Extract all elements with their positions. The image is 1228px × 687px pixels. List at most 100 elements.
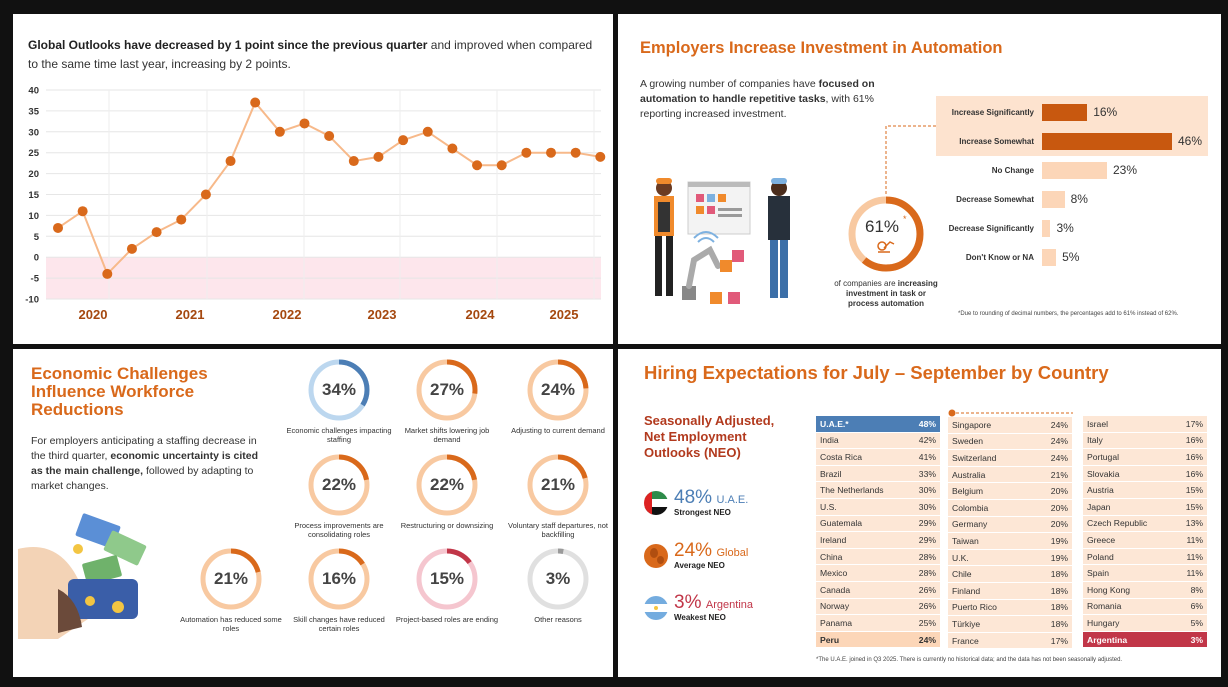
country-row: Ireland 29% [816,532,940,549]
country-name: Puerto Rico [952,602,997,613]
data-point [521,147,532,158]
ring-value: 61% [865,217,899,236]
stat-percent: 22% [321,475,357,494]
country-row: Italy 16% [1083,432,1207,450]
neo-strongest-name: U.A.E. [716,494,749,506]
country-value: 24% [1050,452,1068,463]
country-value: 6% [1190,601,1203,612]
country-value: 11% [1186,534,1203,545]
country-value: 26% [918,584,936,595]
country-value: 20% [1050,486,1068,497]
x-tick-label: 2022 [273,307,302,322]
country-name: Peru [820,634,840,645]
x-tick-label: 2024 [466,307,496,322]
connector-line [885,125,936,196]
stat-ring-graphic [308,454,370,516]
y-tick-label: 0 [34,253,39,264]
country-name: Finland [952,585,981,596]
neo-weakest: 3% Argentina Weakest NEO [644,592,753,622]
y-tick-label: -10 [25,295,39,306]
challenge-stat: 22% Process improvements are consolidatin… [284,453,394,539]
stat-ring-graphic [416,454,478,516]
series-line [57,100,601,276]
bar-row: Increase Somewhat 46% [936,131,1202,151]
uae-flag-icon [644,491,668,515]
country-name: Norway [820,601,850,612]
bar-category-label: Increase Somewhat [959,136,1034,146]
country-name: Hong Kong [1087,584,1131,595]
stat-ring: 34% [307,358,371,422]
country-row: Hong Kong 8% [1083,581,1207,599]
stat-ring-graphic [308,359,370,421]
y-tick-label: 40 [28,86,39,97]
money-illustration [18,513,147,639]
hiring-note: *The U.A.E. joined in Q3 2025. There is … [816,657,1123,663]
country-row: Canada 26% [816,581,940,599]
hiring-title: Hiring Expectations for July – September… [644,362,1109,383]
country-row: U.K. 19% [948,549,1072,567]
challenge-stat: 3% Other reasons [503,547,613,624]
ring-cap-pre: of companies are [834,279,898,288]
country-row: Colombia 20% [948,499,1072,517]
country-name: Panama [820,617,853,628]
country-row: Guatemala 29% [816,515,940,533]
ring-arc [308,454,370,516]
country-value: 20% [1050,502,1068,513]
stat-caption: Restructuring or downsizing [400,521,494,530]
ring-cap-bold: increasing investment in task or process… [845,279,938,308]
data-point [200,189,211,200]
country-row: Finland 18% [948,582,1072,600]
country-value: 28% [918,568,936,579]
data-point [225,156,236,167]
country-value: 16% [1185,435,1203,446]
country-row: Panama 25% [816,615,940,632]
stat-percent: 22% [429,475,465,494]
country-name: Austria [1087,485,1114,496]
data-point [398,135,409,146]
country-name: Argentina [1087,634,1128,645]
stat-ring: 22% [415,453,479,517]
automation-ring: 61% * [848,196,924,272]
challenge-stat: 34% Economic challenges impacting staffin… [284,358,394,444]
country-row: Japan 15% [1083,498,1207,516]
global-outlook-headline: Global Outlooks have decreased by 1 poin… [28,36,598,74]
stat-ring-graphic [416,548,478,610]
country-row: Belgium 20% [948,483,1072,500]
data-point [102,268,113,279]
country-value: 18% [1050,618,1068,629]
stat-ring-graphic [527,454,589,516]
country-name: Singapore [952,419,992,430]
desc-pre: A growing number of companies have [640,78,819,90]
country-value: 29% [918,534,936,545]
country-name: Taiwan [952,535,979,546]
country-name: Israel [1087,418,1109,429]
stat-ring: 16% [307,547,371,611]
bar [1042,219,1051,237]
stat-caption: Automation has reduced some roles [180,615,282,633]
country-column-1: U.A.E.* 48% India 42% Costa Rica 41% Brazil 33%… [816,416,940,649]
neo-weakest-label: Weakest NEO [674,613,726,622]
stat-caption: Adjusting to current demand [511,426,605,435]
globe-icon [644,544,668,568]
country-name: Japan [1087,501,1111,512]
bar-category-label: Don't Know or NA [965,252,1034,262]
stat-caption: Process improvements are consolidating r… [294,521,384,539]
country-value: 24% [1050,436,1068,447]
country-name: Costa Rica [820,451,863,462]
desc-bold: focused on automation to handle repetiti… [640,78,875,105]
y-tick-label: 10 [28,211,39,222]
ring-arc [308,548,370,610]
stat-caption: Project-based roles are ending [395,615,499,624]
neo-strongest-label: Strongest NEO [674,508,731,517]
data-point [77,206,88,217]
country-row: Poland 11% [1083,548,1207,566]
country-row: Austria 15% [1083,482,1207,499]
ring-arc [416,548,478,610]
country-name: The Netherlands [820,485,884,496]
bar [1042,103,1088,121]
desc-post: , with 61% reporting increased investmen… [640,93,874,120]
data-point [595,151,606,162]
stat-percent: 16% [321,569,357,588]
country-row: France 17% [948,632,1072,650]
